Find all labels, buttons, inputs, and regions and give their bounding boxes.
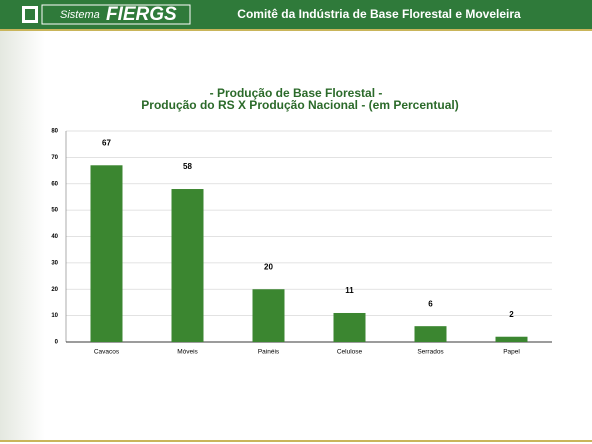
x-tick-label: Cavacos [94,349,120,356]
header-title: Comitê da Indústria de Base Florestal e … [237,7,521,21]
x-tick-label: Móveis [177,349,198,356]
data-label: 67 [102,138,111,147]
data-label: 20 [264,262,273,271]
bar [252,289,285,342]
y-tick-label: 80 [51,129,58,135]
logo-icon-inner [25,9,35,20]
bar [90,165,123,342]
footer-rule [0,440,592,442]
bar [333,312,366,342]
x-tick-label: Serrados [417,349,444,356]
data-label: 58 [183,162,192,171]
y-tick-label: 20 [51,287,58,293]
data-label: 2 [509,310,514,319]
chart-subtitle: Produção do RS X Produção Nacional - (em… [141,98,458,112]
data-label: 6 [428,299,433,308]
y-tick-label: 60 [51,181,58,187]
side-band [0,30,45,440]
bar [414,326,447,342]
bar [171,189,204,342]
y-tick-label: 50 [51,208,58,214]
x-tick-label: Painéis [258,349,280,356]
bar [495,336,528,342]
chart-title: - Produção de Base Florestal - [210,86,383,100]
x-tick-label: Papel [503,349,520,356]
brand: FIERGS [106,4,177,25]
y-tick-label: 10 [51,313,58,319]
y-tick-label: 30 [51,260,58,266]
brand-prefix: Sistema [60,9,100,21]
brand-box [41,4,191,25]
x-tick-label: Celulose [337,349,363,356]
header-rule [0,29,592,31]
y-tick-label: 70 [51,155,58,161]
data-label: 11 [345,286,354,295]
y-tick-label: 40 [51,234,58,240]
y-tick-label: 0 [55,340,59,346]
